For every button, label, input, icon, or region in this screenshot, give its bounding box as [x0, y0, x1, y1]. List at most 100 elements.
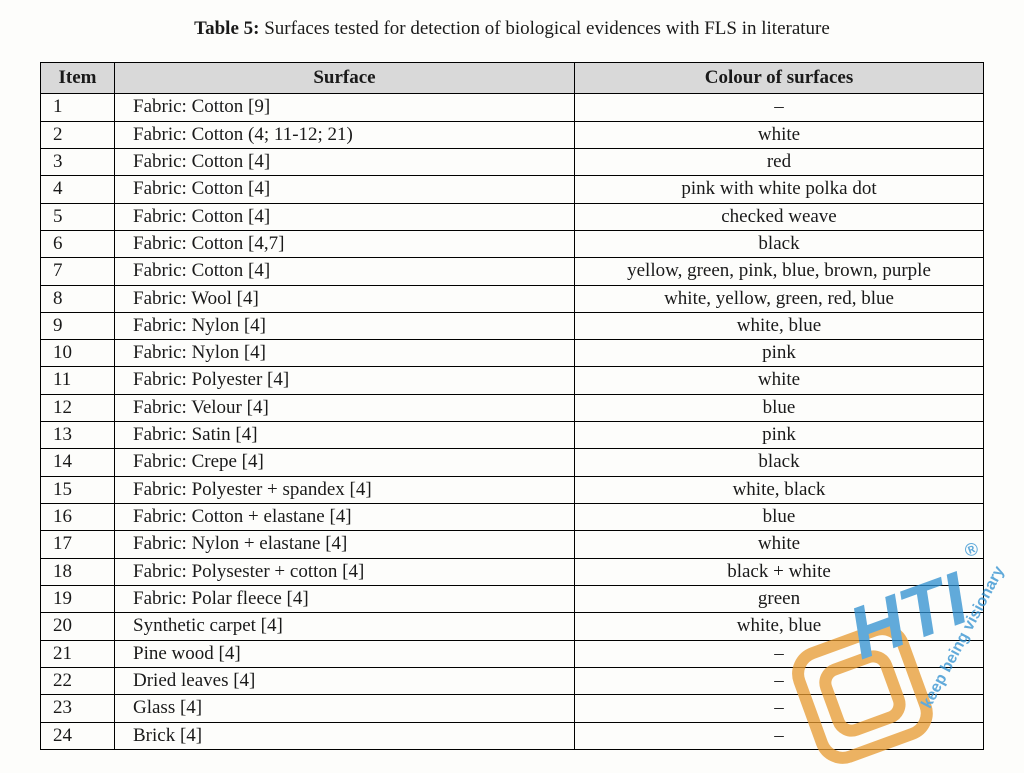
cell-item: 20: [41, 613, 115, 640]
cell-surface: Fabric: Cotton [4]: [115, 258, 575, 285]
table-row: 14Fabric: Crepe [4]black: [41, 449, 984, 476]
cell-item: 12: [41, 394, 115, 421]
cell-color: white, black: [575, 476, 984, 503]
cell-color: –: [575, 94, 984, 121]
cell-surface: Fabric: Cotton [4,7]: [115, 230, 575, 257]
table-row: 22Dried leaves [4]–: [41, 667, 984, 694]
cell-color: –: [575, 640, 984, 667]
cell-color: black: [575, 449, 984, 476]
surfaces-table: Item Surface Colour of surfaces 1Fabric:…: [40, 62, 984, 750]
table-row: 20Synthetic carpet [4]white, blue: [41, 613, 984, 640]
table-row: 4Fabric: Cotton [4]pink with white polka…: [41, 176, 984, 203]
cell-item: 24: [41, 722, 115, 749]
table-row: 6Fabric: Cotton [4,7]black: [41, 230, 984, 257]
cell-item: 17: [41, 531, 115, 558]
cell-item: 11: [41, 367, 115, 394]
table-row: 11Fabric: Polyester [4]white: [41, 367, 984, 394]
cell-surface: Fabric: Wool [4]: [115, 285, 575, 312]
cell-surface: Fabric: Polyester + spandex [4]: [115, 476, 575, 503]
cell-color: yellow, green, pink, blue, brown, purple: [575, 258, 984, 285]
table-row: 5Fabric: Cotton [4]checked weave: [41, 203, 984, 230]
table-row: 2Fabric: Cotton (4; 11-12; 21)white: [41, 121, 984, 148]
cell-color: blue: [575, 394, 984, 421]
table-head: Item Surface Colour of surfaces: [41, 63, 984, 94]
cell-item: 3: [41, 148, 115, 175]
cell-surface: Fabric: Cotton [9]: [115, 94, 575, 121]
cell-item: 15: [41, 476, 115, 503]
cell-color: checked weave: [575, 203, 984, 230]
cell-surface: Fabric: Cotton + elastane [4]: [115, 504, 575, 531]
cell-color: red: [575, 148, 984, 175]
cell-surface: Glass [4]: [115, 695, 575, 722]
cell-color: –: [575, 695, 984, 722]
table-row: 7Fabric: Cotton [4]yellow, green, pink, …: [41, 258, 984, 285]
table-row: 24Brick [4]–: [41, 722, 984, 749]
cell-color: white: [575, 531, 984, 558]
cell-item: 4: [41, 176, 115, 203]
cell-item: 16: [41, 504, 115, 531]
table-row: 19Fabric: Polar fleece [4]green: [41, 585, 984, 612]
cell-color: white: [575, 121, 984, 148]
cell-surface: Brick [4]: [115, 722, 575, 749]
cell-surface: Fabric: Nylon + elastane [4]: [115, 531, 575, 558]
cell-item: 7: [41, 258, 115, 285]
cell-surface: Fabric: Polysester + cotton [4]: [115, 558, 575, 585]
cell-color: blue: [575, 504, 984, 531]
cell-item: 23: [41, 695, 115, 722]
cell-item: 1: [41, 94, 115, 121]
cell-color: pink: [575, 422, 984, 449]
cell-item: 2: [41, 121, 115, 148]
table-body: 1Fabric: Cotton [9]–2Fabric: Cotton (4; …: [41, 94, 984, 750]
table-row: 18Fabric: Polysester + cotton [4]black +…: [41, 558, 984, 585]
cell-color: white, blue: [575, 312, 984, 339]
cell-surface: Dried leaves [4]: [115, 667, 575, 694]
cell-item: 21: [41, 640, 115, 667]
table-row: 8Fabric: Wool [4]white, yellow, green, r…: [41, 285, 984, 312]
cell-color: green: [575, 585, 984, 612]
col-header-color: Colour of surfaces: [575, 63, 984, 94]
cell-surface: Fabric: Polar fleece [4]: [115, 585, 575, 612]
cell-item: 10: [41, 340, 115, 367]
table-row: 21Pine wood [4]–: [41, 640, 984, 667]
col-header-item: Item: [41, 63, 115, 94]
cell-item: 14: [41, 449, 115, 476]
cell-color: white, blue: [575, 613, 984, 640]
cell-color: pink with white polka dot: [575, 176, 984, 203]
table-row: 9Fabric: Nylon [4]white, blue: [41, 312, 984, 339]
cell-item: 9: [41, 312, 115, 339]
cell-surface: Fabric: Cotton [4]: [115, 176, 575, 203]
cell-surface: Fabric: Nylon [4]: [115, 340, 575, 367]
cell-surface: Fabric: Satin [4]: [115, 422, 575, 449]
table-row: 10Fabric: Nylon [4]pink: [41, 340, 984, 367]
table-row: 13Fabric: Satin [4]pink: [41, 422, 984, 449]
cell-surface: Fabric: Crepe [4]: [115, 449, 575, 476]
cell-color: –: [575, 722, 984, 749]
cell-surface: Fabric: Polyester [4]: [115, 367, 575, 394]
caption-lead: Table 5:: [194, 18, 259, 39]
table-row: 1Fabric: Cotton [9]–: [41, 94, 984, 121]
cell-item: 5: [41, 203, 115, 230]
cell-item: 19: [41, 585, 115, 612]
cell-surface: Fabric: Cotton [4]: [115, 203, 575, 230]
cell-surface: Fabric: Cotton (4; 11-12; 21): [115, 121, 575, 148]
caption-rest: Surfaces tested for detection of biologi…: [259, 18, 829, 39]
cell-item: 13: [41, 422, 115, 449]
cell-color: pink: [575, 340, 984, 367]
cell-surface: Synthetic carpet [4]: [115, 613, 575, 640]
cell-color: black: [575, 230, 984, 257]
cell-surface: Fabric: Velour [4]: [115, 394, 575, 421]
table-row: 3Fabric: Cotton [4]red: [41, 148, 984, 175]
col-header-surface: Surface: [115, 63, 575, 94]
table-header-row: Item Surface Colour of surfaces: [41, 63, 984, 94]
cell-color: white: [575, 367, 984, 394]
cell-item: 18: [41, 558, 115, 585]
table-row: 12Fabric: Velour [4]blue: [41, 394, 984, 421]
table-row: 23Glass [4]–: [41, 695, 984, 722]
cell-surface: Pine wood [4]: [115, 640, 575, 667]
cell-item: 22: [41, 667, 115, 694]
table-caption: Table 5: Surfaces tested for detection o…: [40, 18, 984, 40]
cell-surface: Fabric: Nylon [4]: [115, 312, 575, 339]
cell-color: black + white: [575, 558, 984, 585]
cell-surface: Fabric: Cotton [4]: [115, 148, 575, 175]
cell-item: 8: [41, 285, 115, 312]
